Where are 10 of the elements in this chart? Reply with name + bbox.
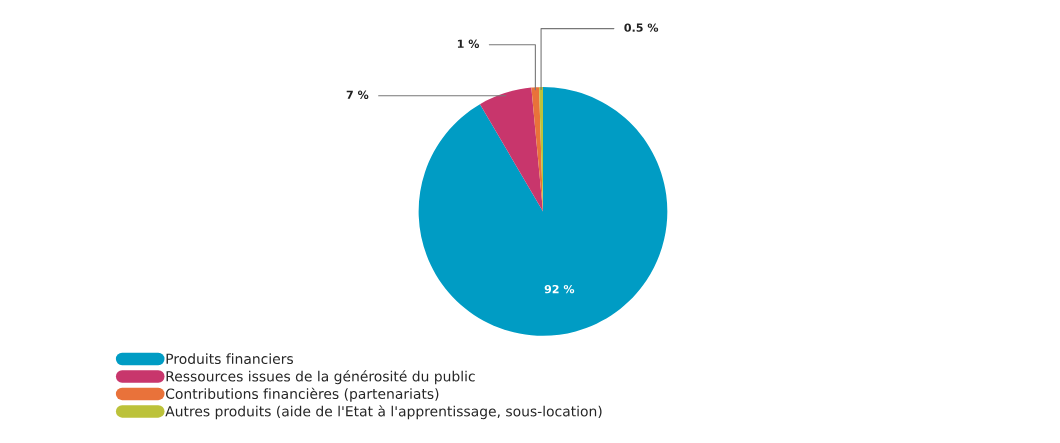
data-label: 7 % [346, 90, 369, 99]
data-label: 0.5 % [624, 23, 659, 32]
legend-label: Autres produits (aide de l'Etat à l'apprentissage, sous-location) [165, 405, 602, 420]
legend-label: Contributions financières (partenariats) [165, 387, 439, 402]
data-label: 1 % [457, 39, 480, 49]
pie-slice [418, 87, 668, 336]
pie-slice [479, 87, 543, 212]
legend-label: Ressources issues de la générosité du public [166, 370, 475, 385]
legend-label: Produits financiers [166, 353, 293, 365]
data-label: 92 % [544, 284, 575, 294]
